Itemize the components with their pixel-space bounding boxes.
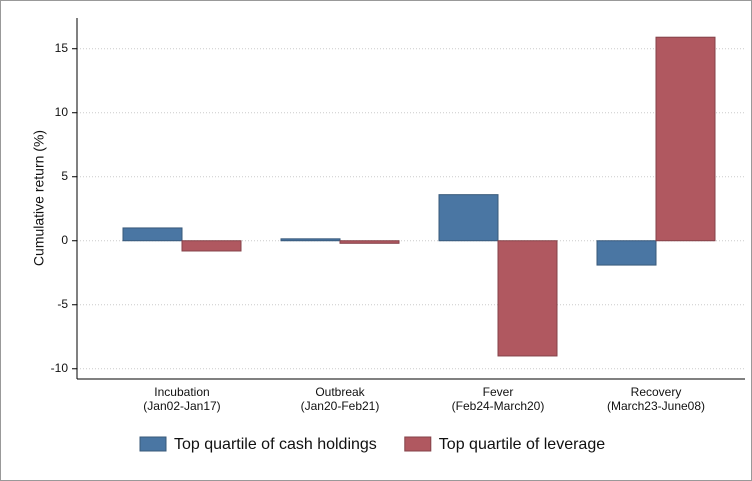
x-tick-label: (Jan02-Jan17) [143,399,220,413]
x-tick-label: Outbreak [315,385,365,399]
bar [181,240,242,252]
legend-swatch [404,436,432,452]
y-tick-label: 15 [55,41,69,55]
x-tick-label: Recovery [631,385,682,399]
y-tick-label: -10 [51,361,69,375]
legend-swatch [139,436,167,452]
legend-label: Top quartile of cash holdings [174,436,377,453]
legend-label: Top quartile of leverage [439,436,605,453]
x-tick-label: Incubation [154,385,209,399]
x-tick-label: (March23-June08) [607,399,705,413]
y-tick-label: -5 [57,297,68,311]
y-tick-label: 10 [55,105,69,119]
x-tick-label: (Jan20-Feb21) [301,399,380,413]
bar [339,240,400,244]
y-axis-label: Cumulative return (%) [31,130,47,266]
y-tick-label: 5 [61,169,68,183]
y-tick-label: 0 [61,233,68,247]
bar [497,240,558,357]
bar [280,238,341,242]
x-tick-label: Fever [483,385,514,399]
bar [596,240,657,266]
bar [122,227,183,242]
bar [438,194,499,242]
x-tick-label: (Feb24-March20) [452,399,545,413]
bar [655,36,716,242]
